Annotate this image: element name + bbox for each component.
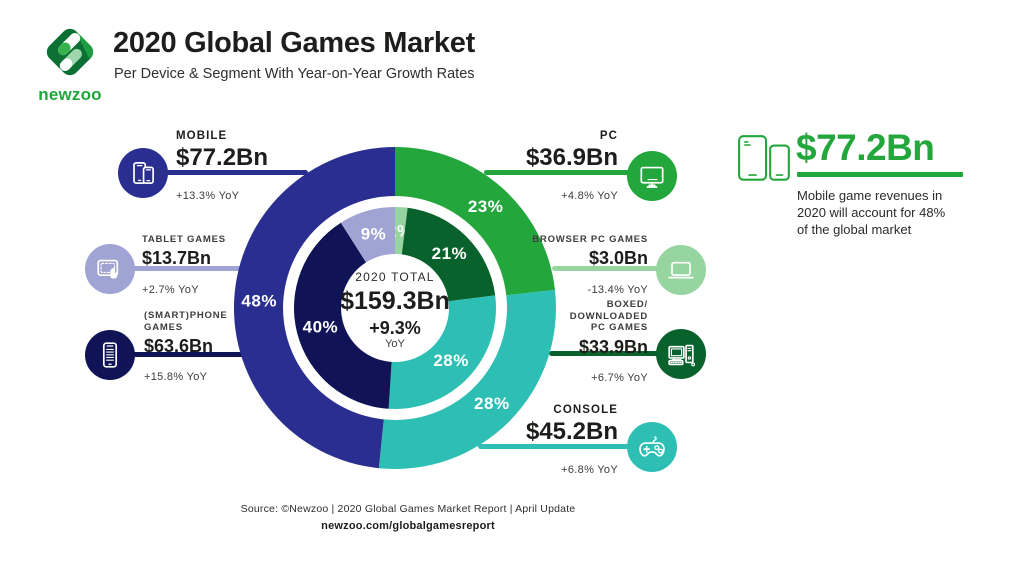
slice-inner-tablet-games [340, 207, 395, 263]
browser-value: $3.0Bn [588, 247, 648, 268]
console-yoy: +6.8% YoY [561, 464, 618, 476]
slice-label-inner-console: 28% [433, 351, 469, 370]
slice-inner-boxed-downloaded-pc-games [401, 207, 496, 302]
boxed-value: $33.9Bn [578, 336, 648, 357]
smartphone-label: (SMART)PHONE GAMES [144, 310, 228, 333]
highlight-underline [797, 172, 963, 177]
smartphone-value: $63.6Bn [144, 336, 214, 357]
boxed-badge [656, 329, 706, 379]
pc-value: $36.9Bn [525, 144, 618, 171]
pc-monitor-icon [640, 166, 664, 188]
console-value: $45.2Bn [525, 418, 618, 445]
console-connector-line [478, 444, 632, 449]
mobile-badge [118, 148, 168, 198]
page-subtitle: Per Device & Segment With Year-on-Year G… [114, 66, 475, 82]
center-total-label: 2020 TOTAL [355, 270, 435, 284]
tablet-label: TABLET GAMES [142, 234, 226, 245]
highlight-description: Mobile game revenues in 2020 will accoun… [797, 188, 946, 238]
pc-yoy: +4.8% YoY [561, 190, 618, 202]
smartphone-icon [102, 342, 118, 368]
slice-label-inner-boxed-downloaded-pc-games: 21% [432, 244, 468, 263]
newzoo-logo-icon [38, 20, 102, 84]
tablet-yoy: +2.7% YoY [142, 283, 199, 296]
slice-label-outer-console: 28% [474, 394, 510, 413]
center-total-value: $159.3Bn [340, 286, 450, 315]
report-url: newzoo.com/globalgamesreport [321, 520, 495, 532]
mobile-label: MOBILE [176, 130, 228, 142]
browser-yoy: -13.4% YoY [587, 283, 648, 296]
slice-outer-console [378, 289, 556, 469]
center-total-growth-unit: YoY [385, 338, 405, 351]
slice-label-inner-tablet-games: 9% [361, 225, 387, 244]
mobile-yoy: +13.3% YoY [176, 190, 240, 202]
smartphone-yoy: +15.8% YoY [144, 371, 208, 384]
tablet-badge [85, 244, 135, 294]
laptop-icon [668, 261, 694, 279]
slice-inner-console [388, 295, 496, 409]
browser-badge [656, 245, 706, 295]
smartphone-connector-line [127, 352, 248, 357]
highlight-phones-icon [736, 133, 794, 185]
donut-chart: 23%28%48%2%21%28%40%9% [234, 147, 556, 469]
console-label: CONSOLE [553, 404, 618, 416]
tablet-value: $13.7Bn [142, 247, 212, 268]
tablet-hand-icon [97, 259, 119, 279]
slice-label-inner-smart-phone-games: 40% [303, 318, 339, 337]
slice-label-outer-mobile: 48% [241, 292, 277, 311]
slice-inner-smart-phone-games [293, 222, 392, 409]
newzoo-wordmark: newzoo [38, 85, 102, 104]
highlight-value: $77.2Bn [796, 127, 935, 168]
mobile-connector-line [160, 170, 308, 175]
two-phones-icon [738, 135, 790, 181]
newzoo-diamond-icon [43, 25, 97, 79]
browser-connector-line [552, 266, 660, 271]
center-total-growth: +9.3% [369, 317, 421, 338]
boxed-yoy: +6.7% YoY [591, 371, 648, 384]
console-badge [627, 422, 677, 472]
slice-inner-browser-pc-games [395, 207, 408, 255]
pc-badge [627, 151, 677, 201]
pc-label: PC [599, 130, 618, 142]
smartphone-badge [85, 330, 135, 380]
source-text: Source: ©Newzoo | 2020 Global Games Mark… [240, 503, 576, 515]
chart-center-total: 2020 TOTAL $159.3Bn +9.3% YoY [335, 270, 455, 351]
pc-connector-line [484, 170, 632, 175]
tablet-connector-line [125, 266, 250, 271]
page-title: 2020 Global Games Market [113, 27, 475, 59]
boxed-label: BOXED/ DOWNLOADED PC GAMES [569, 299, 648, 334]
desktop-computer-icon [668, 344, 696, 367]
mobile-devices-icon [133, 162, 154, 184]
mobile-value: $77.2Bn [176, 144, 269, 171]
boxed-connector-line [549, 351, 660, 356]
browser-label: BROWSER PC GAMES [532, 234, 648, 245]
slice-outer-pc [395, 147, 555, 296]
slice-label-outer-pc: 23% [468, 197, 504, 216]
slice-outer-mobile [234, 147, 395, 469]
gamepad-icon [639, 436, 665, 457]
